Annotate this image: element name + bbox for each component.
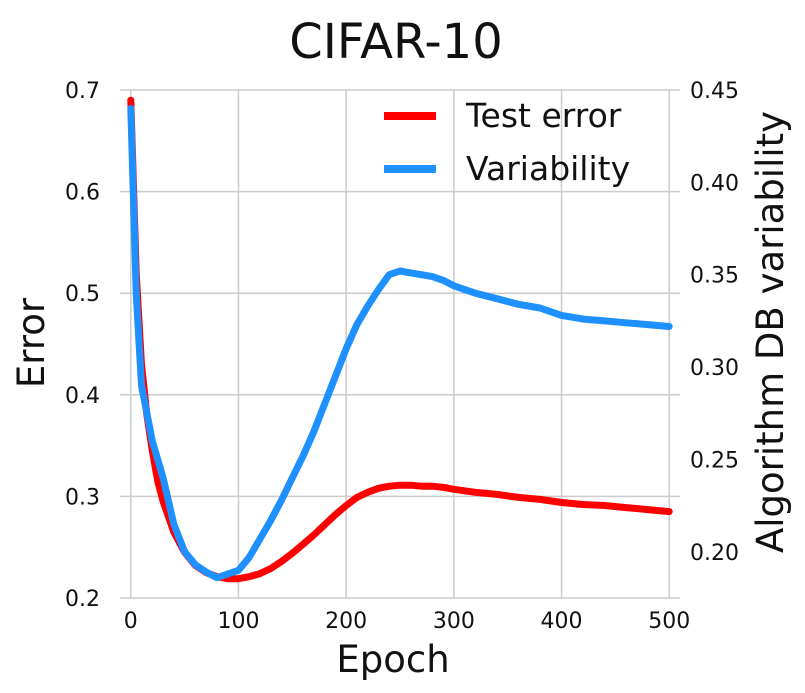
grid <box>120 89 680 599</box>
y-tick-label: 0.3 <box>65 485 100 510</box>
y2-tick-labels: 0.20 0.25 0.30 0.35 0.40 0.45 <box>690 79 739 566</box>
y2-tick-label: 0.20 <box>690 541 739 566</box>
y2-axis-title: Algorithm DB variability <box>749 111 792 553</box>
x-tick-label: 200 <box>325 609 367 634</box>
x-tick-label: 300 <box>433 609 475 634</box>
y2-tick-label: 0.25 <box>690 448 739 473</box>
chart-title: CIFAR-10 <box>289 14 503 70</box>
y-tick-label: 0.5 <box>65 282 100 307</box>
series-lines <box>127 96 673 583</box>
y2-tick-label: 0.35 <box>690 264 739 289</box>
x-tick-label: 500 <box>648 609 690 634</box>
y-tick-labels: 0.2 0.3 0.4 0.5 0.6 0.7 <box>65 79 100 612</box>
series-line-variability <box>127 105 673 582</box>
y-tick-label: 0.7 <box>65 79 100 104</box>
y2-tick-label: 0.40 <box>690 171 739 196</box>
x-axis-title: Epoch <box>336 638 449 681</box>
y2-tick-label: 0.30 <box>690 356 739 381</box>
x-tick-label: 100 <box>217 609 259 634</box>
legend-label-variability: Variability <box>466 149 630 188</box>
y-tick-label: 0.6 <box>65 181 100 206</box>
y-axis-title: Error <box>10 297 53 388</box>
legend-label-test-error: Test error <box>465 96 622 135</box>
y-tick-label: 0.4 <box>65 384 100 409</box>
y-tick-label: 0.2 <box>65 587 100 612</box>
x-tick-labels: 0 100 200 300 400 500 <box>124 609 690 634</box>
x-tick-label: 0 <box>124 609 138 634</box>
y2-tick-label: 0.45 <box>690 79 739 104</box>
legend: Test error Variability <box>384 96 630 188</box>
x-tick-label: 400 <box>541 609 583 634</box>
